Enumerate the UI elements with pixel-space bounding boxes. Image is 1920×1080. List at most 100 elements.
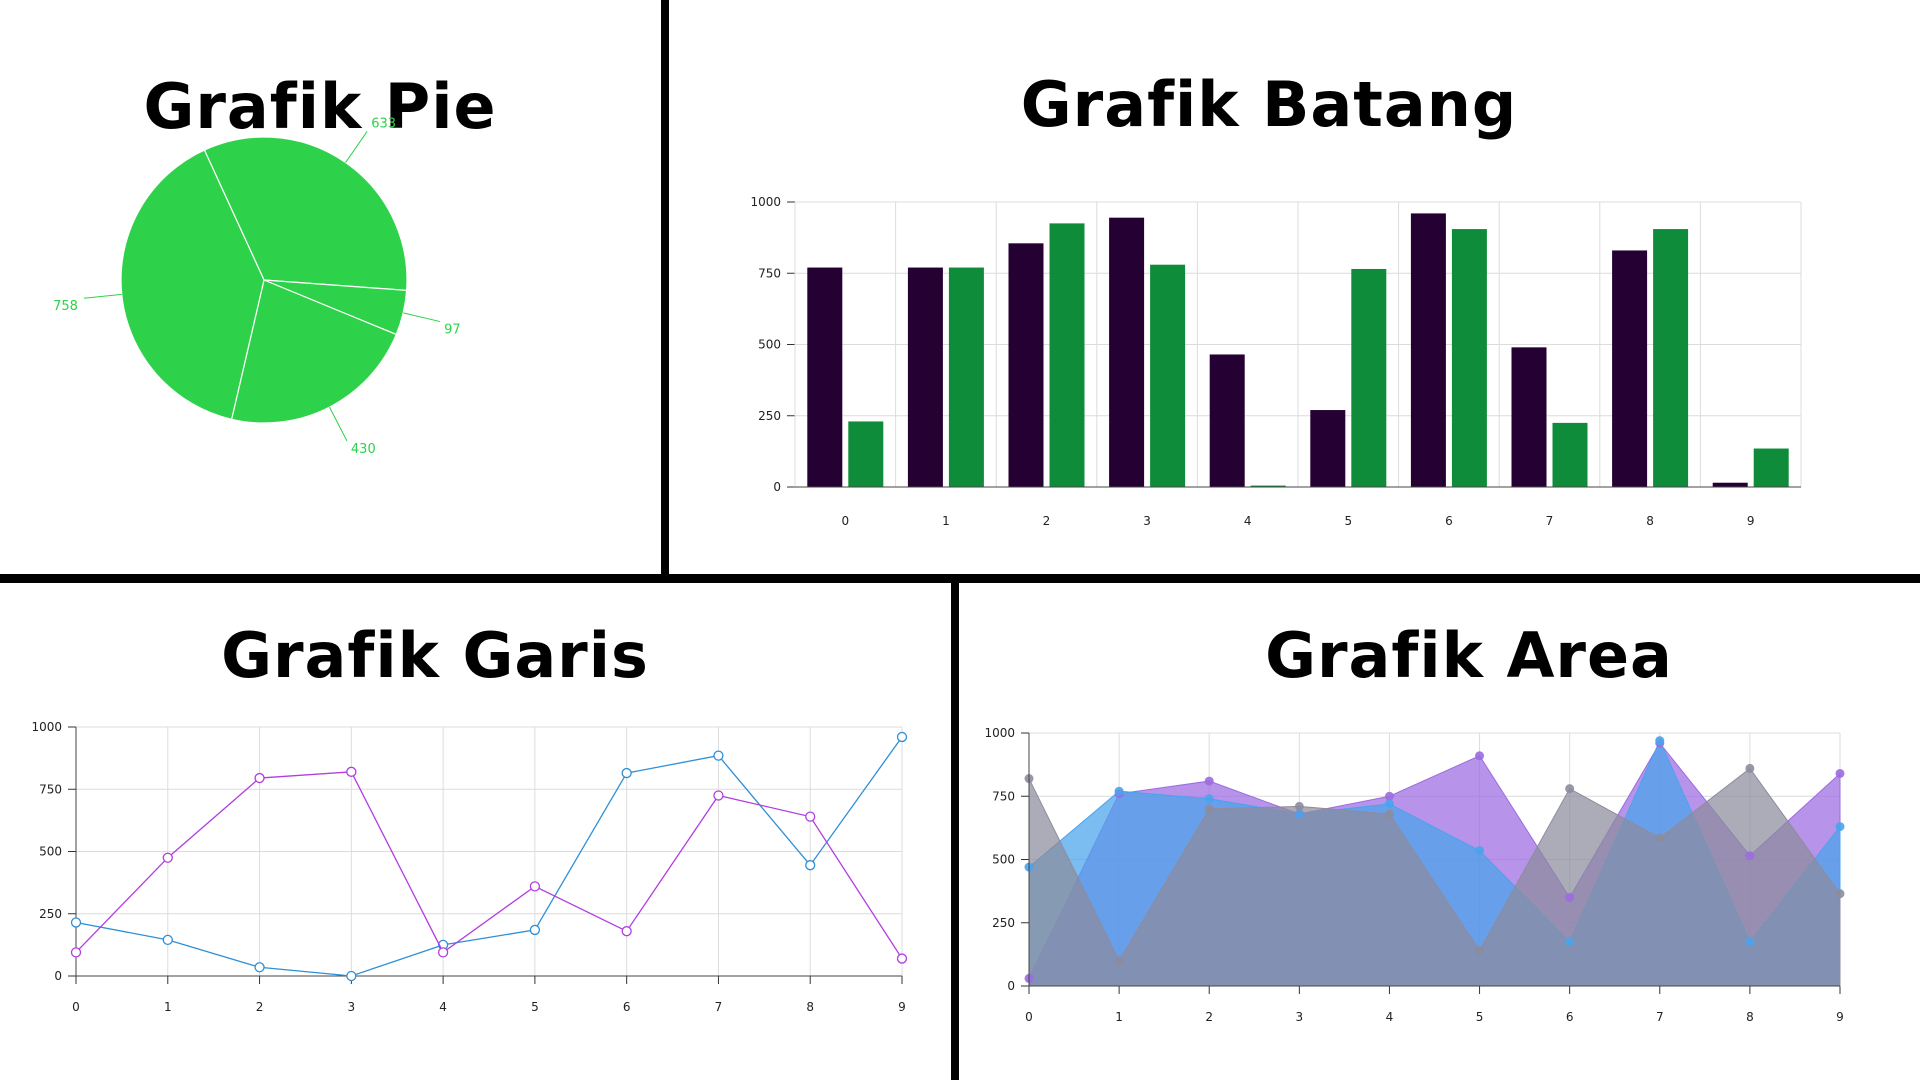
bar-xtick-label-1: 1 (942, 514, 950, 528)
area-xtick-label-7: 7 (1656, 1010, 1664, 1024)
area-xtick-label-9: 9 (1836, 1010, 1844, 1024)
area-ytick-label-3: 750 (992, 789, 1015, 803)
line-point-1-7 (713, 790, 724, 801)
line-point-0-0 (70, 917, 82, 928)
bar-xtick-label-6: 6 (1445, 514, 1453, 528)
area-ytick-label-4: 1000 (984, 726, 1015, 740)
bar-panel: Grafik Batang 0 250 500 750 1000 0 1 2 3 4 5 6 7 8 9 (669, 0, 1920, 574)
line-xtick-label-4: 4 (439, 1000, 447, 1014)
line-chart: 0 250 500 750 1000 0 1 2 3 4 5 6 7 8 9 (31, 720, 908, 1014)
area-xtick-label-1: 1 (1115, 1010, 1123, 1024)
line-point-1-8 (805, 811, 816, 822)
bar-0-8 (1612, 250, 1648, 487)
area-title: Grafik Area (1265, 619, 1673, 692)
bar-xtick-label-4: 4 (1244, 514, 1252, 528)
bar-xtick-label-8: 8 (1646, 514, 1654, 528)
bar-ytick-label-4: 1000 (750, 195, 781, 209)
area-point-2-9 (1835, 889, 1845, 899)
line-point-1-0 (70, 947, 82, 958)
pie-leader-line-2 (329, 406, 348, 442)
line-point-0-8 (805, 860, 816, 871)
line-xtick-label-8: 8 (806, 1000, 814, 1014)
bar-title: Grafik Batang (1020, 68, 1518, 141)
bar-1-8 (1653, 229, 1689, 487)
area-point-2-4 (1384, 809, 1394, 819)
line-point-0-7 (713, 750, 724, 761)
area-point-1-1 (1114, 786, 1124, 796)
pie-slice-2 (230, 279, 398, 424)
bar-0-1 (907, 267, 943, 487)
bar-xtick-label-7: 7 (1546, 514, 1554, 528)
line-point-0-1 (162, 934, 173, 946)
area-point-1-7 (1655, 736, 1665, 746)
area-point-2-7 (1655, 833, 1665, 843)
bar-0-5 (1310, 410, 1346, 487)
bar-1-6 (1451, 229, 1487, 487)
bar-1-4 (1250, 485, 1286, 487)
bar-xtick-label-3: 3 (1143, 514, 1151, 528)
area-point-0-8 (1745, 851, 1755, 861)
line-xtick-label-3: 3 (348, 1000, 356, 1014)
bar-1-2 (1049, 223, 1085, 487)
line-xtick-label-6: 6 (623, 1000, 631, 1014)
line-point-0-5 (529, 924, 541, 936)
bar-ytick-label-0: 0 (773, 480, 781, 494)
area-point-1-8 (1745, 937, 1755, 947)
bar-xtick-label-5: 5 (1344, 514, 1352, 528)
line-title: Grafik Garis (221, 619, 649, 692)
line-point-1-1 (162, 852, 173, 863)
line-ytick-label-3: 750 (39, 782, 62, 796)
pie-label-0: 633 (371, 116, 396, 131)
pie-leader-line-1 (403, 312, 441, 323)
divider-vertical-bottom (951, 578, 959, 1080)
area-point-2-2 (1204, 804, 1214, 814)
area-xtick-label-0: 0 (1025, 1010, 1033, 1024)
pie-leader-line-3 (83, 293, 122, 299)
area-point-0-2 (1204, 776, 1214, 786)
pie-leader-line-0 (345, 131, 368, 163)
pie-panel: Grafik Pie 633 97 430 758 (0, 0, 661, 574)
area-point-1-9 (1835, 822, 1845, 832)
line-ytick-label-2: 500 (39, 845, 62, 859)
line-point-1-6 (621, 926, 632, 937)
bar-chart: 0 250 500 750 1000 0 1 2 3 4 5 6 7 8 9 (750, 195, 1802, 528)
line-point-1-9 (896, 953, 908, 964)
line-point-0-2 (254, 962, 265, 973)
line-xtick-label-7: 7 (715, 1000, 723, 1014)
area-xtick-label-4: 4 (1386, 1010, 1394, 1024)
line-xtick-label-5: 5 (531, 1000, 539, 1014)
bar-1-3 (1150, 264, 1186, 487)
area-point-2-8 (1745, 763, 1755, 773)
area-point-0-6 (1565, 892, 1575, 902)
pie-chart: 633 97 430 758 (53, 116, 461, 457)
line-ytick-label-4: 1000 (31, 720, 62, 734)
pie-slice-3 (120, 149, 265, 421)
line-point-1-2 (254, 772, 265, 784)
bar-0-4 (1209, 354, 1245, 487)
area-point-2-1 (1114, 956, 1124, 966)
bar-0-6 (1410, 213, 1446, 487)
line-point-1-3 (346, 766, 357, 777)
line-xtick-label-0: 0 (72, 1000, 80, 1014)
area-ytick-label-1: 250 (992, 916, 1015, 930)
bar-0-0 (807, 267, 843, 487)
area-chart: 0 250 500 750 1000 0 1 2 3 4 5 6 7 8 9 (984, 726, 1845, 1024)
bar-1-1 (948, 267, 984, 487)
area-point-1-2 (1204, 794, 1214, 804)
bar-1-9 (1753, 448, 1789, 487)
pie-label-2: 430 (351, 442, 376, 457)
divider-horizontal (0, 574, 1920, 583)
bar-ytick-label-1: 250 (758, 409, 781, 423)
area-point-0-5 (1475, 751, 1485, 761)
area-ytick-label-0: 0 (1007, 979, 1015, 993)
bar-1-7 (1552, 422, 1588, 487)
line-xtick-label-9: 9 (898, 1000, 906, 1014)
area-point-2-6 (1565, 784, 1575, 794)
bar-xtick-label-0: 0 (841, 514, 849, 528)
line-point-0-6 (621, 767, 632, 779)
bar-1-0 (848, 421, 884, 487)
area-point-1-5 (1475, 846, 1485, 856)
line-series-0 (75, 736, 903, 977)
area-xtick-label-8: 8 (1746, 1010, 1754, 1024)
pie-label-1: 97 (444, 323, 461, 338)
